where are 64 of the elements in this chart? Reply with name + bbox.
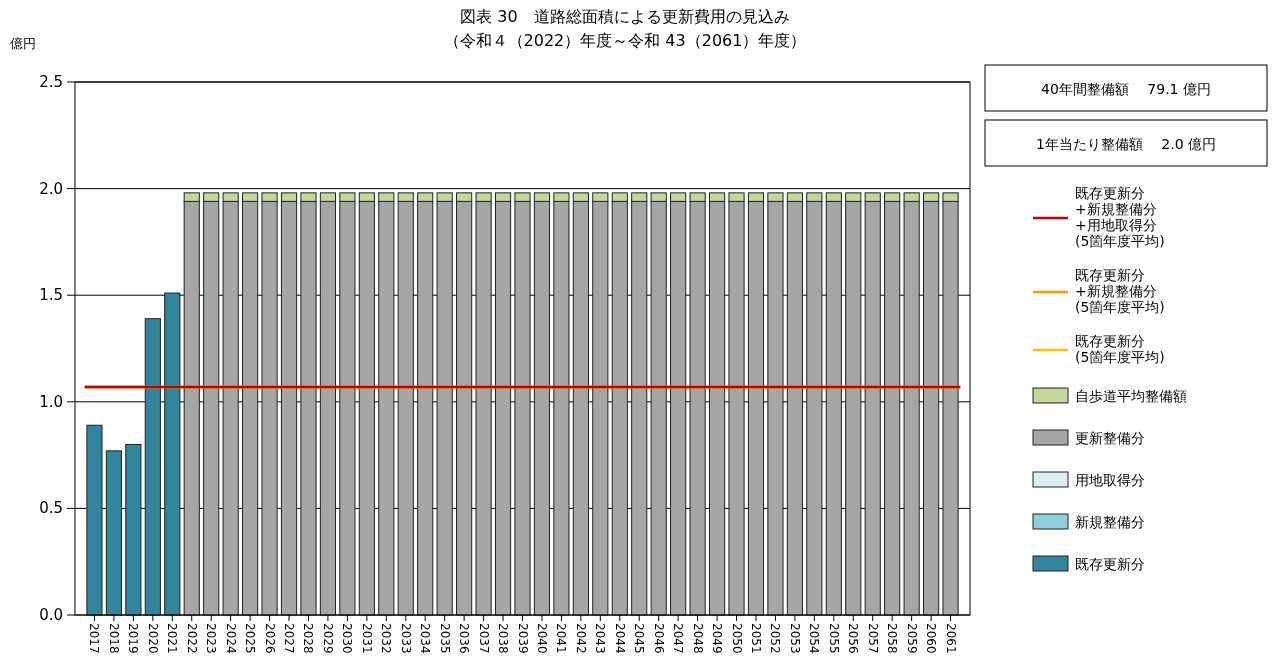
y-tick-label: 2.5 <box>39 73 63 91</box>
x-tick-label: 2030 <box>340 623 355 654</box>
text: 1年当たり整備額 2.0 億円 <box>1035 136 1217 152</box>
x-tick-label: 2049 <box>710 623 725 654</box>
x-tick-label: 2044 <box>612 623 627 654</box>
x-tick-label: 2035 <box>437 623 452 654</box>
x-tick-label: 2047 <box>671 623 686 654</box>
legend-label: 自歩道平均整備額 <box>1075 388 1187 404</box>
y-tick-label: 1.5 <box>39 286 63 305</box>
x-tick-label: 2026 <box>262 623 277 654</box>
x-tick-label: 2021 <box>165 623 180 654</box>
x-tick-label: 2056 <box>846 623 861 654</box>
x-tick-label: 2034 <box>418 623 433 654</box>
x-tick-label: 2018 <box>106 623 121 654</box>
x-tick-label: 2054 <box>807 623 822 654</box>
y-tick-label: 1.0 <box>39 392 63 411</box>
x-tick-label: 2028 <box>301 623 316 654</box>
x-tick-label: 2019 <box>126 623 141 654</box>
x-tick-label: 2053 <box>787 623 802 654</box>
x-tick-label: 2023 <box>204 623 219 654</box>
x-tick-label: 2043 <box>593 623 608 654</box>
y-tick-label: 0.0 <box>39 606 63 624</box>
x-tick-label: 2037 <box>476 623 491 654</box>
text: 40年間整備額 79.1 億円 <box>1041 81 1211 97</box>
legend-label: 新規整備分 <box>1075 514 1145 530</box>
x-tick-label: 2058 <box>885 623 900 654</box>
x-tick-label: 2031 <box>359 623 374 654</box>
x-tick-label: 2048 <box>690 623 705 654</box>
x-tick-label: 2061 <box>943 623 958 654</box>
x-tick-label: 2051 <box>748 623 763 654</box>
x-tick-label: 2052 <box>768 623 783 654</box>
y-tick-label: 0.5 <box>39 499 63 518</box>
x-tick-label: 2050 <box>729 623 744 654</box>
x-tick-label: 2055 <box>826 623 841 654</box>
legend-label: 既存更新分 <box>1075 556 1145 572</box>
x-tick-label: 2045 <box>632 623 647 654</box>
x-tick-label: 2024 <box>223 623 238 654</box>
x-tick-label: 2040 <box>534 623 549 654</box>
x-tick-label: 2027 <box>282 623 297 654</box>
y-tick-label: 2.0 <box>39 179 63 198</box>
legend-label: 既存更新分 (5箇年度平均) <box>1075 333 1165 365</box>
x-tick-label: 2042 <box>573 623 588 654</box>
x-tick-label: 2036 <box>457 623 472 654</box>
x-tick-label: 2057 <box>865 623 880 654</box>
x-tick-label: 2020 <box>145 623 160 654</box>
x-tick-label: 2041 <box>554 623 569 654</box>
legend-label: 既存更新分 +新規整備分 +用地取得分 (5箇年度平均) <box>1075 185 1165 249</box>
x-tick-label: 2029 <box>320 623 335 654</box>
chart-title: 図表 30 道路総面積による更新費用の見込み <box>460 7 790 26</box>
x-tick-label: 2059 <box>904 623 919 654</box>
x-tick-label: 2038 <box>496 623 511 654</box>
x-tick-label: 2039 <box>515 623 530 654</box>
x-tick-label: 2060 <box>924 623 939 654</box>
chart-subtitle: （令和４（2022）年度～令和 43（2061）年度） <box>443 31 807 50</box>
x-tick-label: 2033 <box>398 623 413 654</box>
x-tick-label: 2032 <box>379 623 394 654</box>
x-tick-label: 2025 <box>243 623 258 654</box>
x-tick-label: 2046 <box>651 623 666 654</box>
x-tick-label: 2022 <box>184 623 199 654</box>
legend-label: 用地取得分 <box>1075 472 1145 488</box>
y-axis-title: 億円 <box>10 36 36 51</box>
legend-label: 更新整備分 <box>1075 430 1145 446</box>
x-tick-label: 2017 <box>87 623 102 654</box>
legend-label: 既存更新分 +新規整備分 (5箇年度平均) <box>1075 267 1165 315</box>
